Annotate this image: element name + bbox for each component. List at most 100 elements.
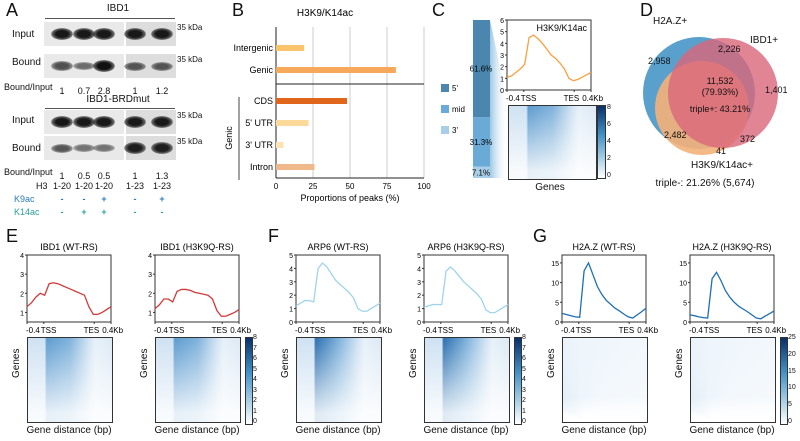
marker-label-35kda: 35 kDa — [177, 137, 203, 146]
row-label-bound: Bound — [12, 57, 41, 68]
x-tick-label: TSS — [704, 326, 720, 335]
profile-line — [295, 262, 381, 312]
divider — [45, 108, 175, 109]
protein-band — [124, 142, 146, 154]
x-tick-label: TES — [564, 94, 580, 103]
colorbar-tick-label: 8 — [253, 334, 257, 341]
chart-title: H3K9/K14ac — [297, 8, 353, 19]
k9ac-label: K9ac — [14, 194, 35, 204]
x-axis-label: Proportions of peaks (%) — [300, 193, 399, 203]
legend-swatch — [441, 126, 449, 134]
protein-band — [93, 28, 115, 40]
divider — [45, 18, 175, 19]
heatmap — [155, 337, 241, 423]
y-tick-label: 3 — [20, 272, 24, 279]
y-tick-label: 3 — [500, 53, 504, 60]
x-tick-label: -0.4 — [506, 94, 520, 103]
y-tick-label: 2 — [500, 65, 504, 72]
heatmap-xlabel: Gene distance (bp) — [295, 425, 381, 436]
colorbar-tick-label: 10 — [788, 384, 796, 392]
protein-band — [124, 28, 146, 40]
legend-swatch — [441, 84, 449, 92]
y-tick-label: 1 — [148, 310, 152, 317]
y-tick-label: 2 — [148, 291, 152, 298]
y-tick-label: 0 — [289, 320, 293, 327]
colorbar — [597, 105, 606, 179]
colorbar-tick-label: 5 — [522, 365, 526, 373]
y-tick-label: 6 — [500, 18, 504, 25]
ratio-value: 1 — [132, 171, 138, 181]
plot-frame — [689, 254, 775, 323]
y-tick-label: 4 — [417, 266, 421, 273]
bar — [276, 142, 284, 148]
x-tick-label: 0.4Kb — [637, 326, 658, 335]
protein-band — [73, 61, 95, 71]
y-tick-label: 10 — [551, 281, 559, 288]
heatmap-ylabel: Genes — [546, 348, 557, 378]
colorbar-tick-label: 2 — [522, 397, 526, 404]
x-tick-label: 75 — [383, 182, 392, 191]
h3-label: H3 — [36, 181, 48, 191]
venn-circle-ibd1 — [668, 38, 778, 148]
bar — [276, 120, 309, 126]
y-tick-label: 15 — [679, 261, 687, 268]
y-tick-label: 4 — [289, 266, 293, 273]
y-tick-label: 10 — [679, 281, 687, 288]
colorbar-tick-label: 5 — [788, 401, 792, 409]
colorbar-tick-label: 20 — [788, 350, 796, 358]
protein-band — [51, 28, 73, 40]
protein-band — [93, 60, 115, 72]
plot-frame — [423, 254, 509, 323]
heatmap — [562, 337, 648, 423]
profile-line — [423, 266, 509, 314]
x-tick-label: 0.4Kb — [102, 326, 123, 335]
h3-peptide: 1-20 — [94, 181, 114, 191]
x-tick-label: -0.4 — [423, 326, 437, 335]
ratio-value: 1 — [59, 86, 65, 96]
colorbar-tick-label: 7 — [522, 344, 526, 352]
segment-label: 31.3% — [470, 138, 493, 147]
ratio-label: Bound/Input — [4, 167, 53, 177]
plot-title: IBD1 (H3K9Q-RS) — [160, 242, 234, 252]
protein-band — [73, 28, 95, 40]
colorbar-tick-label: 6 — [607, 121, 611, 128]
profile-line — [154, 288, 240, 317]
ratio-value: 1.3 — [155, 171, 169, 181]
protein-band — [93, 144, 115, 152]
heatmap-ylabel: Genes — [535, 182, 565, 193]
plot-frame — [561, 254, 647, 323]
x-tick-label: 0.4Kb — [499, 326, 520, 335]
legend-label: mid — [452, 105, 465, 114]
bar — [276, 98, 348, 104]
k9ac-mark: - — [133, 194, 137, 204]
x-tick-label: TES — [84, 326, 100, 335]
colorbar-tick-label: 8 — [607, 104, 611, 111]
panel-label-f: F — [268, 226, 279, 246]
x-tick-label: TSS — [169, 326, 185, 335]
venn-triple-pos: triple+: 43.21% — [689, 104, 751, 114]
segment-label: 7.1% — [472, 168, 490, 177]
ratio-value: 0.5 — [77, 171, 91, 181]
protein-band — [73, 144, 95, 152]
h3-peptide: 1-20 — [52, 181, 72, 191]
colorbar-tick-label: 5 — [253, 365, 257, 373]
x-tick-label: TSS — [438, 326, 454, 335]
category-label: Intron — [250, 162, 273, 172]
k14ac-mark: + — [101, 207, 107, 217]
colorbar-tick-label: 2 — [253, 397, 257, 404]
plot-title: ARP6 (WT-RS) — [307, 242, 368, 252]
protein-band — [73, 116, 95, 128]
y-tick-label: 0 — [417, 320, 421, 327]
y-tick-label: 1 — [500, 76, 504, 83]
colorbar-tick-label: 0 — [522, 418, 526, 425]
y-tick-label: 5 — [417, 253, 421, 260]
segment-label: 61.6% — [470, 65, 493, 74]
y-tick-label: 3 — [417, 280, 421, 287]
heatmap-xlabel: Gene distance (bp) — [26, 425, 112, 436]
ratio-value: 0.5 — [97, 171, 111, 181]
k14ac-mark: - — [160, 207, 164, 217]
